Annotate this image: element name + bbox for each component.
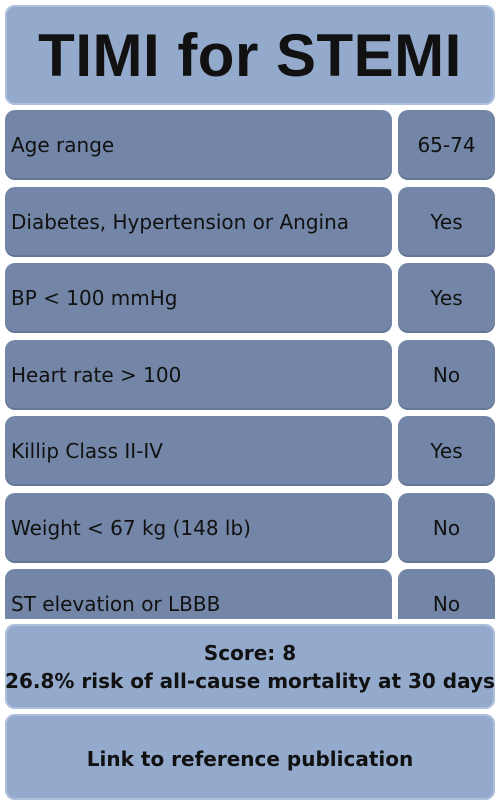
criteria-value: No — [432, 516, 461, 540]
criteria-label: BP < 100 mmHg — [11, 286, 178, 310]
criteria-row-weight: Weight < 67 kg (148 lb) No — [5, 493, 495, 563]
weight-toggle[interactable]: No — [398, 493, 495, 563]
criteria-row-killip: Killip Class II-IV Yes — [5, 416, 495, 486]
criteria-row-bp: BP < 100 mmHg Yes — [5, 263, 495, 333]
criteria-value: No — [432, 592, 461, 616]
criteria-label: Diabetes, Hypertension or Angina — [11, 210, 350, 234]
criteria-label-box: Age range — [5, 110, 392, 180]
score-panel: Score: 8 26.8% risk of all-cause mortali… — [5, 624, 495, 709]
criteria-label-box: Weight < 67 kg (148 lb) — [5, 493, 392, 563]
criteria-row-heart-rate: Heart rate > 100 No — [5, 340, 495, 410]
bp-toggle[interactable]: Yes — [398, 263, 495, 333]
age-range-selector[interactable]: 65-74 — [398, 110, 495, 180]
criteria-label-box: Diabetes, Hypertension or Angina — [5, 187, 392, 257]
title-panel: TIMI for STEMI — [5, 5, 495, 105]
criteria-label-box: Heart rate > 100 — [5, 340, 392, 410]
page-title: TIMI for STEMI — [38, 22, 462, 89]
criteria-label: Killip Class II-IV — [11, 439, 163, 463]
criteria-row-diabetes: Diabetes, Hypertension or Angina Yes — [5, 187, 495, 257]
criteria-label-box: BP < 100 mmHg — [5, 263, 392, 333]
criteria-value: Yes — [430, 439, 463, 463]
heart-rate-toggle[interactable]: No — [398, 340, 495, 410]
criteria-label-box: Killip Class II-IV — [5, 416, 392, 486]
criteria-value: 65-74 — [417, 133, 476, 157]
killip-toggle[interactable]: Yes — [398, 416, 495, 486]
criteria-row-age: Age range 65-74 — [5, 110, 495, 180]
st-elevation-toggle[interactable]: No — [398, 569, 495, 619]
criteria-row-st-elevation: ST elevation or LBBB No — [5, 569, 495, 619]
criteria-value: Yes — [430, 286, 463, 310]
criteria-label: Heart rate > 100 — [11, 363, 182, 387]
criteria-label: Weight < 67 kg (148 lb) — [11, 516, 251, 540]
criteria-list[interactable]: Age range 65-74 Diabetes, Hypertension o… — [0, 110, 500, 619]
reference-link-button[interactable]: Link to reference publication — [5, 714, 495, 800]
criteria-value: No — [432, 363, 461, 387]
criteria-label: Age range — [11, 133, 115, 157]
risk-text: 26.8% risk of all-cause mortality at 30 … — [5, 668, 495, 693]
criteria-value: Yes — [430, 210, 463, 234]
score-text: Score: 8 — [203, 640, 297, 665]
criteria-label: ST elevation or LBBB — [11, 592, 221, 616]
diabetes-toggle[interactable]: Yes — [398, 187, 495, 257]
criteria-label-box: ST elevation or LBBB — [5, 569, 392, 619]
reference-link-label: Link to reference publication — [86, 747, 414, 771]
